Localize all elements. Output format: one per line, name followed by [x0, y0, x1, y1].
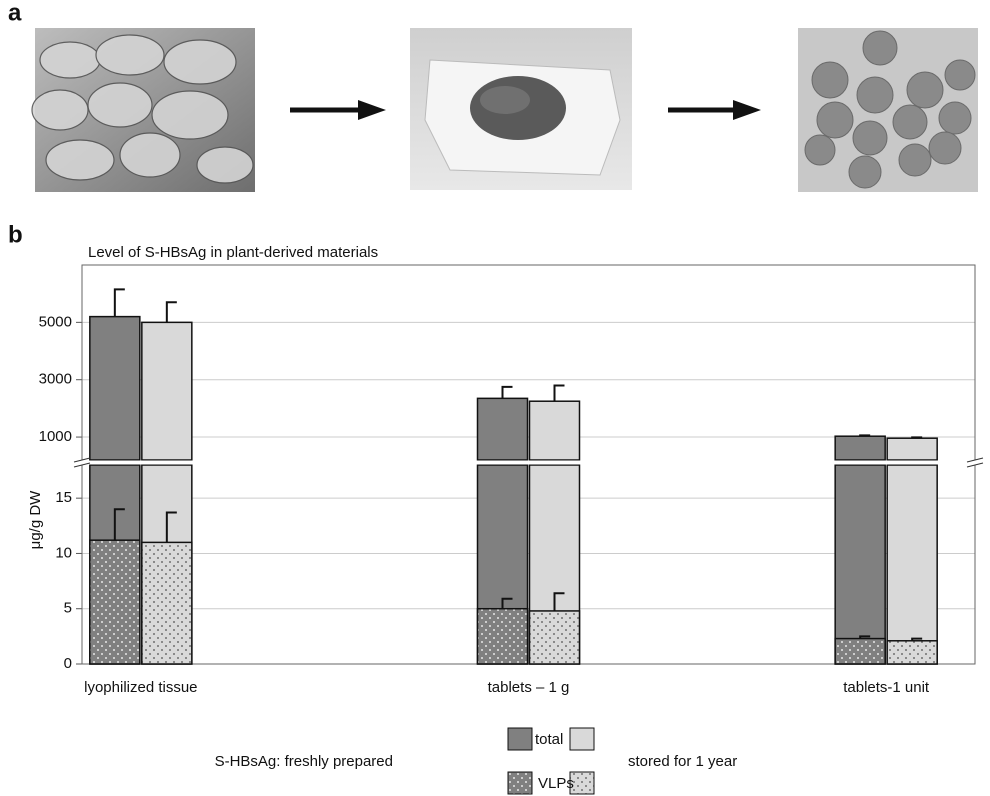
error-bar [912, 437, 922, 438]
axis-break [70, 461, 987, 465]
figure: a b Level of S-HBsAg in plant-derived ma… [0, 0, 990, 796]
panel-label: b [8, 221, 23, 248]
chart-title: Level of S-HBsAg in plant-derived materi… [88, 244, 378, 261]
bar [530, 401, 580, 460]
photo-lettuce [32, 28, 255, 192]
error-bar [555, 385, 565, 401]
plot-frame [82, 265, 975, 460]
y-axis-label: μg/g DW [27, 490, 44, 549]
x-tick-label: tablets – 1 g [488, 679, 570, 696]
x-tick-label: lyophilized tissue [84, 679, 197, 696]
legend-swatch [508, 728, 532, 750]
vlp-bar [142, 542, 192, 664]
vlp-bar [90, 540, 140, 664]
photo-powder [410, 28, 632, 190]
error-bar [503, 387, 513, 398]
vlp-bar [887, 641, 937, 664]
legend-label: VLPs [538, 775, 574, 792]
legend-label: total [535, 731, 563, 748]
bar [90, 317, 140, 460]
arrow [668, 100, 761, 120]
y-tick-label: 10 [55, 544, 72, 561]
y-tick-label: 0 [64, 655, 72, 672]
panel-label: a [8, 0, 22, 26]
vlp-bar [835, 639, 885, 664]
bar [835, 436, 885, 460]
photo-tablets [798, 28, 978, 192]
error-bar [860, 435, 870, 436]
legend-swatch [570, 728, 594, 750]
bar [887, 438, 937, 460]
bar-base [887, 465, 937, 664]
bar [142, 322, 192, 460]
y-tick-label: 1000 [39, 428, 72, 445]
arrow [290, 100, 386, 120]
vlp-bar [530, 611, 580, 664]
legend-label: stored for 1 year [628, 753, 737, 770]
error-bar [167, 302, 177, 322]
y-tick-label: 5 [64, 600, 72, 617]
legend-label: S-HBsAg: freshly prepared [215, 753, 393, 770]
vlp-bar [478, 609, 528, 664]
x-tick-label: tablets-1 unit [843, 679, 930, 696]
y-tick-label: 3000 [39, 371, 72, 388]
legend-swatch [508, 772, 532, 794]
bar [478, 398, 528, 460]
error-bar [115, 289, 125, 316]
y-tick-label: 5000 [39, 313, 72, 330]
bar-base [835, 465, 885, 664]
y-tick-label: 15 [55, 489, 72, 506]
